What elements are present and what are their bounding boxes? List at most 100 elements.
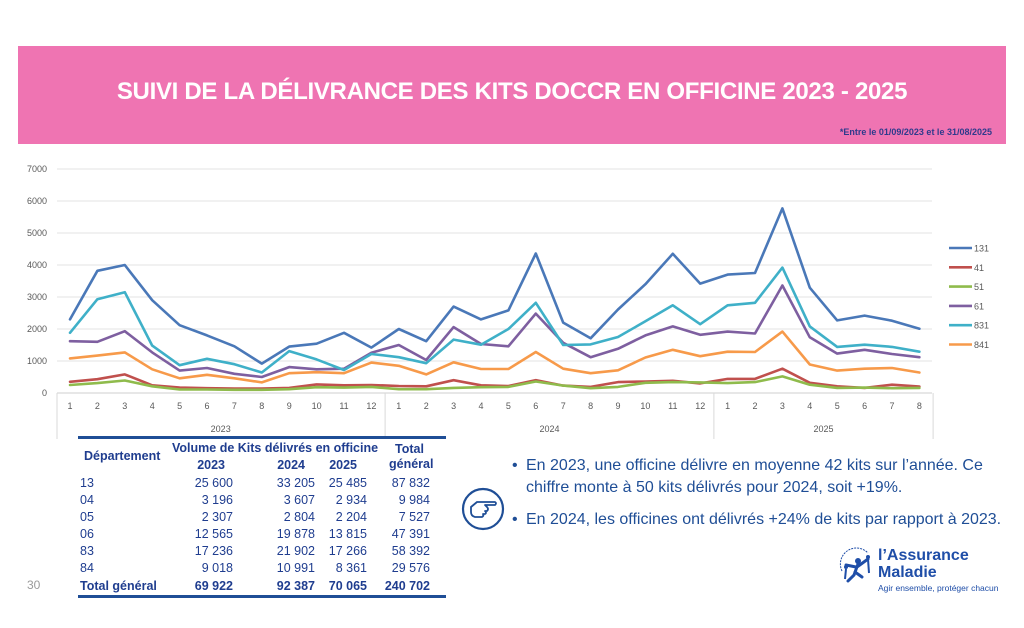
- legend-label-51: 51: [974, 282, 984, 292]
- table-header-departement: Département: [84, 449, 161, 463]
- x-tick-label: 8: [917, 401, 922, 411]
- y-tick-label: 5000: [27, 228, 47, 238]
- x-tick-label: 4: [807, 401, 812, 411]
- table-total-row: Total général 69 922 92 387 70 065 240 702: [80, 579, 446, 596]
- chart-series: [68, 207, 921, 392]
- cell-total-v2025: 70 065: [328, 579, 367, 593]
- page-title: SUIVI DE LA DÉLIVRANCE DES KITS DOCCR EN…: [116, 78, 908, 105]
- x-group-label: 2023: [211, 424, 231, 434]
- cell-v2025: 13 815: [328, 527, 367, 541]
- x-tick-label: 7: [561, 401, 566, 411]
- table-header-volume: Volume de Kits délivrés en officine: [172, 441, 379, 455]
- legend-label-131: 131: [974, 244, 989, 254]
- title-banner: SUIVI DE LA DÉLIVRANCE DES KITS DOCCR EN…: [18, 46, 1006, 144]
- cell-total-v2024: 92 387: [276, 579, 315, 593]
- logo-tagline: Agir ensemble, protéger chacun: [878, 583, 999, 593]
- key-findings: • En 2023, une officine délivre en moyen…: [512, 455, 1022, 541]
- series-line-831: [68, 266, 921, 374]
- cell-total: 9 984: [398, 493, 430, 507]
- table-row: 13 25 600 33 205 25 485 87 832: [80, 476, 446, 493]
- cell-v2023: 17 236: [194, 544, 233, 558]
- x-tick-label: 4: [150, 401, 155, 411]
- logo-figures-icon: [839, 547, 870, 583]
- cell-v2024: 2 804: [283, 510, 315, 524]
- table-row: 06 12 565 19 878 13 815 47 391: [80, 527, 446, 544]
- table-row: 05 2 307 2 804 2 204 7 527: [80, 510, 446, 527]
- x-tick-label: 9: [615, 401, 620, 411]
- x-tick-label: 11: [339, 401, 348, 411]
- x-tick-label: 12: [366, 401, 376, 411]
- x-group-label: 2024: [539, 424, 559, 434]
- logo-line1: l’Assurance: [878, 547, 969, 564]
- cell-v2025: 2 204: [335, 510, 367, 524]
- x-tick-label: 5: [177, 401, 182, 411]
- y-tick-label: 0: [42, 388, 47, 398]
- cell-total-v2023: 69 922: [194, 579, 233, 593]
- x-tick-label: 6: [862, 401, 867, 411]
- x-tick-label: 8: [588, 401, 593, 411]
- x-tick-label: 10: [640, 401, 650, 411]
- cell-departement: 05: [80, 510, 94, 524]
- table-top-border: [78, 436, 446, 439]
- cell-v2025: 2 934: [335, 493, 367, 507]
- x-tick-label: 12: [695, 401, 705, 411]
- x-tick-label: 1: [725, 401, 730, 411]
- cell-v2023: 2 307: [201, 510, 233, 524]
- cell-v2023: 12 565: [194, 527, 233, 541]
- bullet-dot: •: [512, 457, 518, 474]
- cell-departement: 04: [80, 493, 94, 507]
- cell-v2024: 3 607: [283, 493, 315, 507]
- cell-departement: 84: [80, 561, 94, 575]
- x-tick-label: 4: [478, 401, 483, 411]
- y-tick-label: 6000: [27, 196, 47, 206]
- assurance-maladie-logo: l’Assurance Maladie Agir ensemble, proté…: [838, 545, 1018, 605]
- logo-line2: Maladie: [878, 564, 937, 581]
- series-line-61: [68, 284, 921, 379]
- x-tick-label: 5: [835, 401, 840, 411]
- series-line-131: [68, 207, 921, 365]
- x-tick-label: 1: [396, 401, 401, 411]
- cell-v2025: 17 266: [328, 544, 367, 558]
- y-tick-label: 4000: [27, 260, 47, 270]
- cell-v2024: 21 902: [276, 544, 315, 558]
- cell-total-total: 240 702: [384, 579, 430, 593]
- x-group-label: 2025: [813, 424, 833, 434]
- x-tick-label: 3: [122, 401, 127, 411]
- cell-departement: 06: [80, 527, 94, 541]
- x-tick-label: 7: [232, 401, 237, 411]
- legend-label-831: 831: [974, 321, 989, 331]
- cell-total: 47 391: [391, 527, 430, 541]
- bullet-dot: •: [512, 511, 518, 528]
- table-row: 84 9 018 10 991 8 361 29 576: [80, 561, 446, 578]
- cell-v2025: 25 485: [328, 476, 367, 490]
- cell-v2023: 9 018: [201, 561, 233, 575]
- x-tick-label: 2: [424, 401, 429, 411]
- x-tick-label: 6: [533, 401, 538, 411]
- cell-total-label: Total général: [80, 579, 157, 593]
- cell-v2024: 10 991: [276, 561, 315, 575]
- cell-v2024: 19 878: [276, 527, 315, 541]
- cell-v2025: 8 361: [335, 561, 367, 575]
- x-tick-label: 10: [312, 401, 322, 411]
- pointing-hand-icon: [461, 487, 505, 531]
- cell-total: 58 392: [391, 544, 430, 558]
- x-tick-label: 11: [668, 401, 677, 411]
- y-tick-label: 7000: [27, 164, 47, 174]
- x-tick-label: 8: [259, 401, 264, 411]
- table-header-total: Total: [395, 442, 424, 456]
- cell-departement: 83: [80, 544, 94, 558]
- cell-v2023: 25 600: [194, 476, 233, 490]
- legend-label-841: 841: [974, 340, 989, 350]
- finding-text: En 2023, une officine délivre en moyenne…: [526, 457, 983, 496]
- finding-bullet: • En 2023, une officine délivre en moyen…: [512, 455, 1022, 499]
- table-row: 83 17 236 21 902 17 266 58 392: [80, 544, 446, 561]
- cell-total: 7 527: [398, 510, 430, 524]
- y-tick-label: 1000: [27, 356, 47, 366]
- page-number: 30: [27, 578, 41, 592]
- table-row: 04 3 196 3 607 2 934 9 984: [80, 493, 446, 510]
- legend-label-41: 41: [974, 263, 984, 273]
- x-tick-label: 3: [451, 401, 456, 411]
- date-range-note: *Entre le 01/09/2023 et le 31/08/2025: [839, 127, 992, 137]
